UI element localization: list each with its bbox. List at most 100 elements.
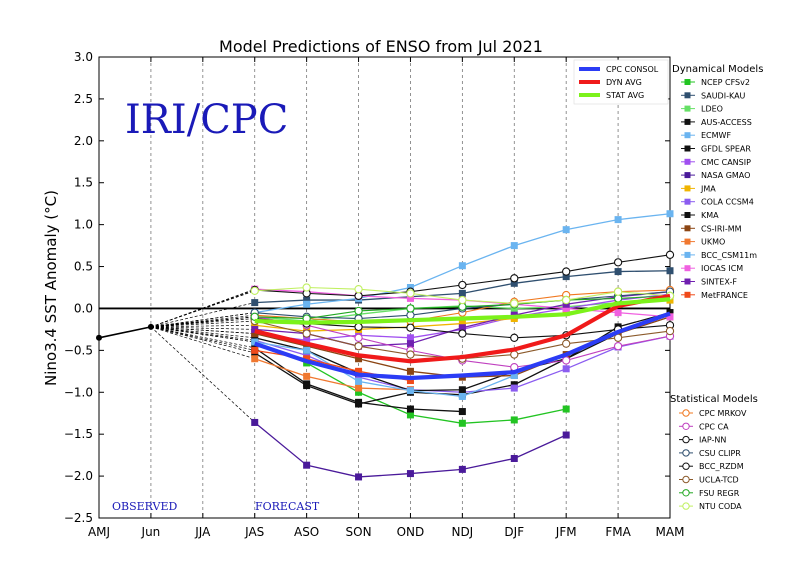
x-tick-label: SON [346, 525, 372, 539]
data-point [613, 258, 623, 267]
y-tick-label: 2.5 [74, 92, 93, 106]
data-point [406, 304, 415, 313]
legend-label: SINTEX-F [701, 278, 737, 287]
average-line [254, 293, 671, 364]
data-point [251, 355, 259, 363]
x-tick-label: DJF [504, 525, 524, 539]
watermark-text: IRI/CPC [125, 97, 288, 143]
averages-legend: CPC CONSOL DYN AVG STAT AVG [573, 59, 669, 105]
x-tick-label: JFM [555, 525, 577, 539]
forecast-connector [150, 289, 255, 328]
data-point [406, 411, 414, 419]
data-point [613, 287, 623, 296]
data-point [303, 382, 311, 390]
data-point [458, 329, 467, 338]
data-point [406, 350, 415, 359]
legend-label: BCC_RZDM [699, 462, 744, 471]
legend-marker [682, 435, 690, 444]
forecast-connector [150, 326, 255, 423]
data-point [562, 365, 570, 373]
data-point [458, 295, 467, 305]
forecast-connector [150, 316, 255, 328]
data-point [302, 283, 311, 292]
data-point [562, 267, 571, 276]
legend-label: NTU CODA [699, 502, 742, 511]
data-point [458, 320, 466, 328]
y-tick-label: 3.0 [74, 50, 93, 64]
y-tick-label: 1.5 [74, 176, 93, 190]
x-tick-label: AMJ [88, 525, 110, 539]
data-point [406, 294, 414, 302]
legend-label: IOCAS ICM [701, 264, 743, 273]
legend-marker [684, 92, 691, 99]
forecast-connector [150, 326, 255, 349]
data-point [666, 210, 674, 218]
legend-label: UCLA-TCD [699, 476, 739, 485]
legend-label: STAT AVG [606, 91, 644, 100]
y-tick-label: −1.0 [64, 385, 93, 399]
legend-marker [684, 291, 691, 298]
data-point [251, 299, 259, 307]
data-point [302, 329, 311, 338]
data-point [251, 338, 259, 346]
data-point [303, 296, 311, 304]
legend-label: NASA GMAO [701, 171, 750, 180]
legend-marker [684, 105, 691, 112]
series-line [254, 358, 411, 391]
legend-marker [684, 185, 691, 192]
forecast-connector [150, 326, 255, 354]
legend-marker [684, 198, 691, 205]
data-point [355, 388, 363, 396]
legend-label: CSU CLIPR [699, 449, 741, 458]
data-point [613, 342, 623, 351]
legend-label: KMA [701, 211, 719, 220]
data-point [406, 323, 415, 332]
data-point [303, 336, 311, 344]
legend-label: BCC_CSM11m [701, 251, 757, 260]
data-point [303, 346, 311, 354]
data-point [458, 465, 466, 473]
legend-marker [682, 462, 690, 470]
data-point [458, 302, 467, 311]
x-tick-label: MAM [656, 525, 685, 539]
data-point [510, 333, 519, 342]
legend-label: SAUDI-KAU [701, 91, 746, 100]
legend-marker [684, 172, 691, 179]
data-point [458, 386, 466, 394]
legend-marker [682, 409, 690, 417]
y-tick-label: −2.0 [64, 469, 93, 483]
data-point [406, 340, 414, 348]
data-point [355, 355, 363, 363]
data-point [665, 326, 675, 336]
legend-marker [684, 212, 691, 218]
observed-label: OBSERVED [112, 500, 178, 513]
legend-label: MetFRANCE [701, 291, 748, 300]
data-point [510, 279, 518, 287]
data-point [458, 289, 466, 297]
forecast-connector [150, 320, 255, 328]
data-point [614, 216, 622, 224]
data-point [354, 333, 363, 342]
forecast-connector [150, 324, 255, 328]
data-point [355, 373, 363, 381]
data-point [562, 339, 571, 348]
data-point [665, 250, 675, 259]
data-point [562, 405, 570, 413]
data-point [251, 418, 259, 426]
data-point [562, 431, 570, 439]
data-point [251, 325, 259, 333]
legend-label: CPC CONSOL [606, 65, 659, 74]
forecast-connector [150, 326, 255, 334]
chart-title: Model Predictions of ENSO from Jul 2021 [219, 37, 543, 56]
legend-label: JMA [700, 184, 716, 193]
series-line [254, 341, 515, 398]
plot-area: −2.5 −2.0 −1.5 −1.0 −0.5 0.0 0.5 1.0 1.5 2.0 2.5 3.… [64, 50, 685, 539]
data-point [354, 342, 363, 351]
y-tick-label: 0.5 [74, 260, 93, 274]
statistical-legend-heading: Statistical Models [670, 394, 758, 405]
legend-label: CS-IRI-MM [701, 224, 742, 233]
legend-label: AUS-ACCESS [701, 118, 752, 127]
data-point [406, 470, 414, 478]
data-point [614, 309, 622, 317]
data-point [251, 330, 259, 338]
